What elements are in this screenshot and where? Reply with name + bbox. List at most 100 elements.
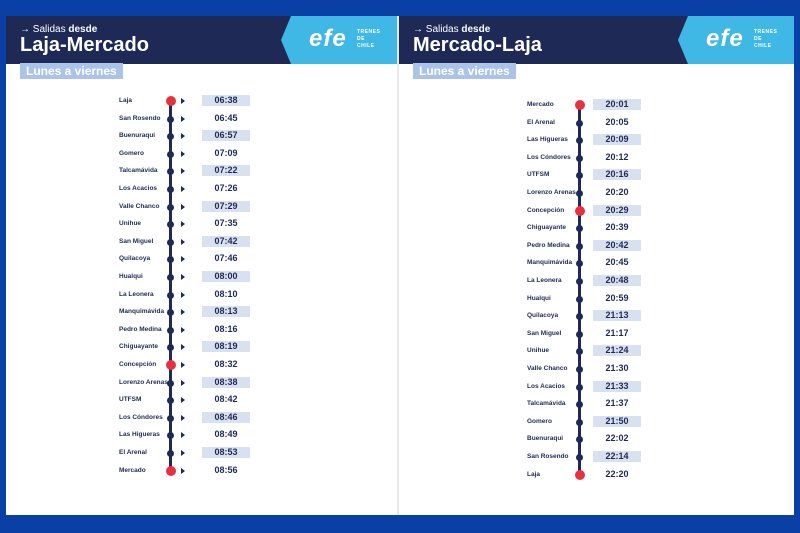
stop-name: Laja — [527, 470, 541, 478]
stop-name: Los Acacios — [527, 382, 566, 390]
departure-time: 07:26 — [214, 183, 238, 193]
stop-row: Las Higueras 08:49 — [119, 427, 379, 444]
station-marker — [167, 168, 174, 176]
frame-top — [0, 0, 800, 16]
departure-time: 21:33 — [593, 380, 641, 392]
arrow-right-icon — [181, 362, 185, 368]
stop-row: San Rosendo 06:45 — [119, 111, 379, 128]
departure-time: 06:38 — [202, 95, 250, 106]
stop-name: Unihue — [119, 220, 142, 228]
stop-name: UTFSM — [527, 171, 550, 179]
departure-time: 21:17 — [605, 327, 629, 338]
departure-time: 08:16 — [214, 323, 238, 334]
stop-name: San Rosendo — [527, 453, 569, 460]
stop-name: Concepción — [119, 361, 157, 368]
departure-time: 20:05 — [605, 116, 629, 127]
stop-row: Lorenzo Arenas 20:20 — [527, 185, 787, 202]
departure-time: 20:45 — [605, 257, 629, 268]
arrow-right-icon — [181, 133, 185, 140]
departure-time: 20:20 — [605, 187, 629, 197]
arrow-right-icon — [181, 203, 185, 210]
departure-time: 22:14 — [593, 451, 641, 462]
stop-row: Concepción 08:32 — [119, 357, 379, 374]
logo-wordmark: efe — [309, 25, 347, 52]
departure-time: 20:01 — [593, 99, 641, 110]
stop-row: Talcamávida 07:22 — [119, 163, 379, 180]
departure-time: 21:24 — [593, 345, 641, 357]
arrow-right-icon — [181, 379, 185, 386]
station-marker — [576, 225, 583, 233]
station-marker — [167, 115, 174, 123]
stop-row: Pedro Medina 08:16 — [119, 322, 379, 339]
departure-time: 20:16 — [593, 169, 641, 181]
departure-time: 20:09 — [593, 134, 641, 146]
arrow-right-icon — [181, 98, 185, 104]
departure-time: 07:42 — [202, 235, 250, 247]
stop-row: Las Higueras 20:09 — [527, 132, 787, 149]
departure-time: 08:49 — [214, 429, 238, 440]
station-marker — [576, 383, 583, 391]
arrow-right-icon — [181, 238, 185, 245]
arrow-right-icon — [181, 221, 185, 228]
station-marker — [576, 330, 583, 338]
stop-row: Los Cóndores 20:12 — [527, 150, 787, 167]
terminal-station-marker — [165, 465, 176, 476]
terminal-station-marker — [574, 100, 585, 110]
efe-logo: efe TRENES DE CHILE — [678, 16, 794, 64]
arrow-right-icon — [181, 150, 185, 157]
stop-name: Manquimávida — [119, 308, 165, 316]
page-gutter — [397, 16, 399, 515]
stop-name: El Arenal — [527, 118, 555, 126]
stop-name: Hualqui — [119, 273, 143, 280]
stop-row: Unihue 21:24 — [527, 343, 787, 360]
station-marker — [167, 414, 174, 422]
departure-time: 08:42 — [214, 394, 238, 405]
station-marker — [167, 221, 174, 229]
departure-time: 06:45 — [214, 112, 238, 123]
station-marker — [576, 190, 583, 197]
days-label: Lunes a viernes — [20, 63, 123, 79]
departure-time: 20:12 — [605, 151, 629, 162]
station-marker — [576, 313, 583, 321]
station-marker — [576, 366, 583, 373]
stop-row: UTFSM 08:42 — [119, 392, 379, 409]
station-marker — [167, 326, 174, 334]
stop-name: Mercado — [119, 466, 146, 474]
station-marker — [167, 203, 174, 211]
stop-name: Mercado — [527, 101, 554, 108]
arrow-right-icon: → — [413, 24, 423, 35]
station-marker — [576, 154, 583, 162]
station-marker — [167, 133, 174, 141]
logo-wordmark: efe — [706, 25, 744, 52]
stop-name: Concepción — [527, 206, 565, 214]
stop-row: San Rosendo 22:14 — [527, 449, 787, 466]
station-marker — [167, 379, 174, 387]
departure-time: 20:48 — [593, 275, 641, 286]
stop-row: San Miguel 21:17 — [527, 326, 787, 343]
station-marker — [167, 150, 174, 158]
stop-row: Los Cóndores 08:46 — [119, 410, 379, 427]
route-title: Laja-Mercado — [20, 34, 149, 56]
departure-time: 06:57 — [202, 130, 250, 142]
departure-time: 20:29 — [593, 204, 641, 216]
station-marker — [167, 397, 174, 405]
stop-row: Buenuraqui 06:57 — [119, 128, 379, 145]
station-marker — [576, 278, 583, 285]
stop-name: San Miguel — [119, 237, 154, 245]
station-marker — [576, 119, 583, 127]
page-header: → Salidas desde Laja-Mercado efe TRENES D… — [6, 16, 397, 64]
route-line — [169, 101, 172, 471]
stop-row: Mercado 08:56 — [119, 463, 379, 480]
stop-row: Chiguayante 20:39 — [527, 220, 787, 237]
stop-row: Hualqui 20:59 — [527, 291, 787, 308]
departure-time: 21:30 — [605, 363, 629, 373]
salidas-label: → Salidas desde — [413, 24, 491, 35]
arrow-right-icon — [181, 467, 185, 474]
days-label: Lunes a viernes — [413, 63, 516, 79]
stop-name: San Rosendo — [119, 114, 161, 122]
frame-left — [0, 0, 6, 533]
stop-name: Pedro Medina — [527, 241, 570, 249]
terminal-station-marker — [165, 96, 176, 106]
station-marker — [167, 256, 174, 264]
station-marker — [576, 137, 583, 145]
